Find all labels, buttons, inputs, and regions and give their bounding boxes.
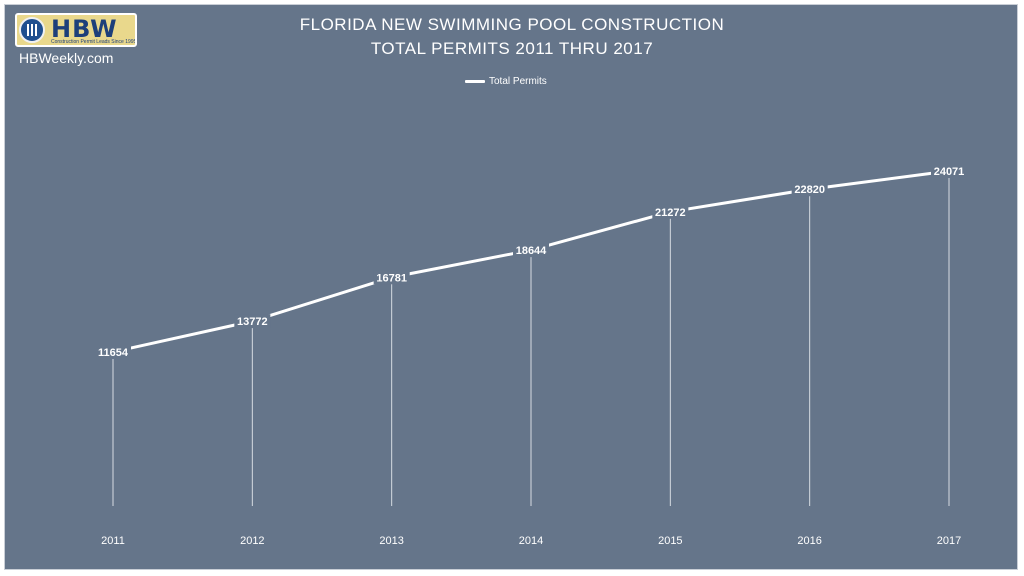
data-label-2014: 18644 <box>516 245 547 257</box>
x-tick-label-2014: 2014 <box>519 535 543 547</box>
data-label-2016: 22820 <box>794 184 825 196</box>
x-tick-label-2016: 2016 <box>797 535 821 547</box>
data-label-2017: 24071 <box>934 166 965 178</box>
chart-title-block: FLORIDA NEW SWIMMING POOL CONSTRUCTION T… <box>5 13 1017 61</box>
data-label-bg-2015 <box>652 204 689 219</box>
data-label-2013: 16781 <box>376 272 407 284</box>
data-label-bg-2011 <box>95 345 131 359</box>
site-name: HBWeekly.com <box>19 50 114 66</box>
data-label-bg-2013 <box>373 270 410 285</box>
logo-tagline: Construction Permit Leads Since 1995 <box>51 39 135 45</box>
data-label-bg-2017 <box>931 164 967 178</box>
building-emblem-icon <box>19 17 45 43</box>
chart-frame: HBW Construction Permit Leads Since 1995… <box>4 4 1018 570</box>
data-label-2012: 13772 <box>237 316 268 328</box>
hbw-logo[interactable]: HBW Construction Permit Leads Since 1995 <box>15 13 137 47</box>
logo-text: HBW <box>51 15 118 43</box>
x-tick-label-2017: 2017 <box>937 535 961 547</box>
line-chart-plot: 11654 13772 16781 18644 21272 22820 24071 2011 2… <box>95 164 967 547</box>
x-tick-label-2015: 2015 <box>658 535 682 547</box>
x-tick-label-2013: 2013 <box>379 535 403 547</box>
data-label-2015: 21272 <box>655 207 686 219</box>
x-tick-label-2011: 2011 <box>101 535 125 547</box>
x-tick-label-2012: 2012 <box>240 535 264 547</box>
data-label-bg-2014 <box>513 243 549 258</box>
chart-subtitle: TOTAL PERMITS 2011 THRU 2017 <box>370 39 654 58</box>
data-label-2011: 11654 <box>98 347 129 359</box>
data-label-bg-2012 <box>234 314 271 329</box>
legend-label: Total Permits <box>489 75 547 87</box>
chart-title: FLORIDA NEW SWIMMING POOL CONSTRUCTION <box>299 15 725 34</box>
legend: Total Permits <box>465 74 547 88</box>
data-label-bg-2016 <box>791 182 828 197</box>
legend-swatch <box>465 79 485 83</box>
